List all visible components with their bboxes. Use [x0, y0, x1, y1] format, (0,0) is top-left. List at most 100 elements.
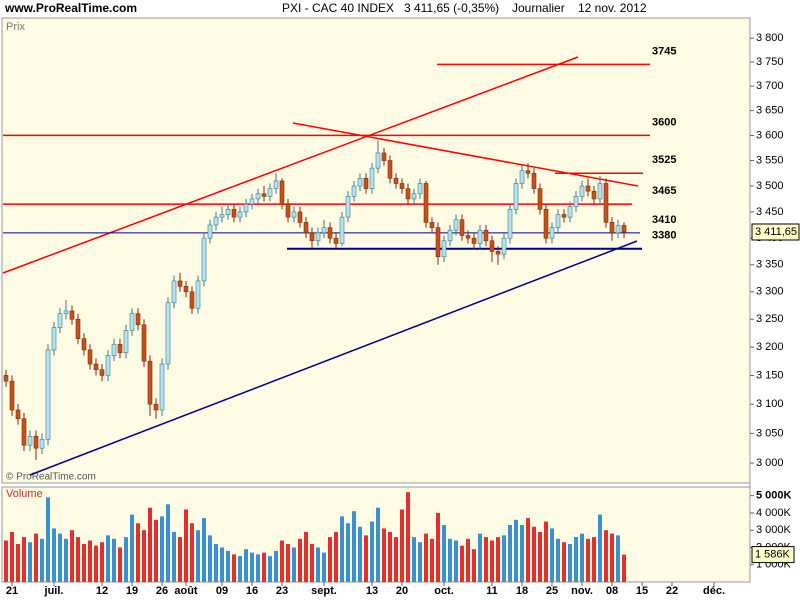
- candle-body: [99, 369, 105, 376]
- volume-bar: [28, 542, 32, 582]
- volume-bar: [376, 507, 380, 582]
- x-tick-label: 16: [246, 585, 258, 597]
- candle-body: [369, 167, 375, 189]
- volume-bar: [382, 528, 386, 582]
- candle-body: [501, 237, 507, 255]
- x-tick-label: déc.: [703, 585, 725, 597]
- x-tick-label: 21: [6, 585, 18, 597]
- candle-body: [81, 338, 87, 351]
- candle-body: [171, 280, 177, 304]
- candle-body: [75, 318, 81, 340]
- volume-bar: [604, 530, 608, 582]
- candle-body: [177, 280, 183, 287]
- x-tick-label: 20: [396, 585, 408, 597]
- x-tick-label: nov.: [571, 585, 593, 597]
- volume-bar: [592, 537, 596, 582]
- volume-bar: [244, 549, 248, 582]
- x-tick-label: oct.: [434, 585, 454, 597]
- volume-bar: [34, 533, 38, 582]
- volume-bar: [478, 533, 482, 582]
- level-label: 3525: [652, 154, 676, 166]
- volume-bar: [166, 504, 170, 582]
- candle-body: [339, 216, 345, 244]
- x-tick-label: 19: [126, 585, 138, 597]
- candle-body: [153, 403, 159, 411]
- volume-bar: [484, 537, 488, 582]
- candle-body: [39, 439, 45, 449]
- volume-bar: [76, 537, 80, 582]
- candle-body: [123, 330, 129, 354]
- volume-bar: [64, 538, 68, 582]
- candle-body: [303, 222, 309, 234]
- volume-bar: [184, 509, 188, 582]
- volume-bar: [472, 549, 476, 582]
- volume-bar: [490, 540, 494, 582]
- y-tick-label: 3 350: [756, 259, 784, 271]
- candle-body: [381, 152, 387, 161]
- x-tick-label: 25: [546, 585, 558, 597]
- candle-body: [471, 237, 477, 244]
- candle-body: [453, 219, 459, 231]
- volume-bar: [526, 518, 530, 582]
- x-tick-label: juil.: [44, 585, 64, 597]
- volume-bar: [580, 533, 584, 582]
- candle-body: [279, 180, 285, 205]
- volume-bar: [262, 552, 266, 582]
- volume-bar: [214, 544, 218, 582]
- volume-bar: [88, 540, 92, 582]
- candle-body: [441, 240, 447, 258]
- candle-body: [105, 355, 111, 376]
- candle-body: [543, 209, 549, 239]
- level-label: 3465: [652, 185, 676, 197]
- candle-body: [417, 183, 423, 195]
- candle-body: [363, 178, 369, 189]
- x-tick-label: 26: [156, 585, 168, 597]
- volume-bar: [82, 544, 86, 582]
- candle-body: [249, 198, 255, 205]
- y-tick-label: 3 250: [756, 313, 784, 325]
- level-label: 3745: [652, 45, 676, 57]
- candle-body: [549, 227, 555, 239]
- x-tick-label: 08: [606, 585, 618, 597]
- candle-body: [63, 310, 69, 315]
- volume-bar: [412, 537, 416, 582]
- candle-body: [297, 211, 303, 223]
- y-tick-label: 3 700: [756, 80, 784, 92]
- candle-body: [315, 232, 321, 242]
- y-tick-label: 3 050: [756, 427, 784, 439]
- candle-body: [519, 170, 525, 184]
- volume-bar: [154, 519, 158, 582]
- header-price: 3 411,65 (-0,35%): [404, 1, 499, 15]
- volume-bar: [436, 512, 440, 582]
- volume-bar: [190, 523, 194, 582]
- candle-body: [591, 190, 597, 200]
- candle-body: [189, 291, 195, 309]
- candle-body: [555, 214, 561, 228]
- candle-body: [429, 222, 435, 228]
- candle-body: [489, 240, 495, 252]
- volume-bar: [118, 547, 122, 582]
- candle-body: [135, 313, 141, 326]
- candle-body: [261, 193, 267, 197]
- candle-body: [321, 227, 327, 234]
- candle-body: [195, 280, 201, 309]
- volume-bar: [574, 537, 578, 582]
- candle-body: [465, 235, 471, 239]
- volume-bar: [286, 544, 290, 582]
- candle-body: [567, 206, 573, 218]
- candle-body: [411, 193, 417, 200]
- volume-bar: [280, 540, 284, 582]
- volume-bar: [58, 533, 62, 582]
- copyright: © ProRealTime.com: [6, 472, 96, 483]
- level-label: 3600: [652, 116, 676, 128]
- volume-bar: [238, 556, 242, 582]
- volume-bar: [226, 550, 230, 582]
- candle-body: [609, 222, 615, 234]
- volume-bar: [568, 544, 572, 582]
- volume-bar: [322, 552, 326, 582]
- candle-body: [531, 172, 537, 189]
- support-line: [29, 240, 638, 476]
- candle-body: [213, 216, 219, 226]
- panel-label: Prix: [6, 21, 25, 33]
- candle-body: [423, 183, 429, 223]
